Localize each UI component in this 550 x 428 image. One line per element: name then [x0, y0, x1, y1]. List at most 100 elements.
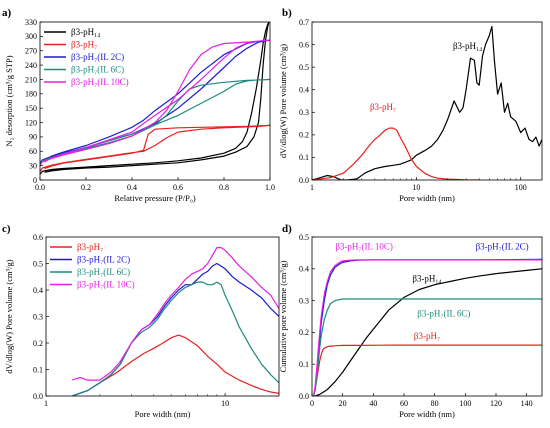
- y-tick-label: 150: [25, 104, 37, 113]
- y-tick-label: 0.2: [299, 131, 309, 140]
- y-tick-label: 0.0: [299, 176, 309, 185]
- series-annotation: β3-pH₁₄: [412, 274, 441, 284]
- y-tick-label: 0.0: [33, 392, 43, 401]
- y-tick-label: 330: [25, 18, 37, 27]
- series-line-pH14: [314, 268, 542, 396]
- y-axis-label: Cumulative pore volume (cm³/g): [278, 260, 288, 372]
- x-axis-label: Pore width (nm): [135, 409, 191, 419]
- x-tick-label: 80: [431, 399, 439, 408]
- series-line-IL6C: [72, 281, 279, 396]
- x-tick-label: 140: [521, 399, 533, 408]
- series-line-pH7: [40, 124, 270, 172]
- y-tick-label: 0.2: [299, 328, 309, 337]
- series-line-IL10C: [40, 39, 270, 166]
- y-tick-label: 210: [25, 75, 37, 84]
- panel-d: 0 20 40 60 80 100 120 140 0.0 0.1 0.2 0.3 0.4 0.5 Pore…: [278, 223, 543, 419]
- series-line-IL6C: [40, 78, 270, 166]
- panel-a: 0.0 0.2 0.4 0.6 0.8 1.0 0 30 60 90 120 150 180 210 240…: [2, 7, 275, 203]
- legend-entry: β3-pH₁₄: [71, 27, 100, 37]
- x-tick-label: 0.6: [173, 183, 183, 192]
- legend-entry: β3-pH₇(IL 2C): [77, 255, 130, 265]
- y-tick-label: 0.5: [299, 63, 309, 72]
- y-tick-label: 0.3: [299, 108, 309, 117]
- x-tick-label: 0: [310, 399, 314, 408]
- y-tick-label: 0.1: [299, 153, 309, 162]
- x-tick-label: 0.8: [219, 183, 229, 192]
- panel-c: 1 10 0.0 0.1 0.2 0.3 0.4 0.5 0.6 Pore width (nm) d…: [2, 223, 280, 419]
- y-axis-label: dV/dlog(W) Pore volume (cm³/g): [278, 44, 288, 158]
- x-tick-label: 60: [400, 399, 408, 408]
- x-tick-label: 40: [369, 399, 377, 408]
- x-axis-label: Relative pressure (P/P₀): [114, 193, 196, 203]
- x-tick-label: 20: [339, 399, 347, 408]
- y-tick-label: 90: [29, 133, 37, 142]
- series-annotation: β3-pH₇: [414, 331, 440, 341]
- y-tick-label: 0.1: [299, 360, 309, 369]
- y-axis-label: dV/dlog(W) Pore volume (cm³/g): [4, 259, 14, 373]
- y-tick-label: 0.4: [33, 286, 43, 295]
- panel-letter: c): [2, 223, 11, 235]
- series-line-pH7: [312, 127, 480, 180]
- y-tick-label: 0.5: [299, 233, 309, 242]
- y-tick-label: 0.2: [33, 339, 43, 348]
- y-tick-label: 0.5: [33, 259, 43, 268]
- y-tick-label: 0.0: [299, 392, 309, 401]
- y-tick-label: 0.4: [299, 86, 309, 95]
- legend-entry: β3-pH₇(IL 6C): [77, 267, 130, 277]
- x-tick-label: 100: [459, 399, 471, 408]
- panel-letter: d): [282, 223, 292, 235]
- series-line-pH14: [40, 22, 270, 175]
- y-tick-label: 0.4: [299, 265, 309, 274]
- legend-entry: β3-pH₇(IL 2C): [71, 52, 124, 62]
- x-tick-label: 0.2: [81, 183, 91, 192]
- legend-entry: β3-pH₇(IL 10C): [77, 280, 135, 290]
- plot-frame: [311, 236, 543, 397]
- panel-letter: b): [282, 7, 292, 19]
- x-tick-label: 1: [44, 399, 48, 408]
- series-annotation: β3-pH₇(IL 2C): [476, 242, 529, 252]
- series-annotation: β3-pH₁₄: [453, 41, 482, 51]
- x-tick-label: 0.0: [35, 183, 45, 192]
- series-annotation: β3-pH₇(IL 10C): [335, 242, 393, 252]
- x-axis-label: Pore width (nm): [399, 193, 455, 203]
- x-tick-label: 100: [515, 183, 527, 192]
- legend-entry: β3-pH₇: [77, 242, 103, 252]
- x-tick-label: 120: [490, 399, 502, 408]
- panel-b: 1 10 100 0.0 0.1 0.2 0.3 0.4 0.5 0.6 0.7 Pore width…: [278, 7, 543, 203]
- y-tick-label: 0.3: [299, 296, 309, 305]
- x-tick-label: 1.0: [265, 183, 275, 192]
- series-line-pH7: [312, 344, 542, 396]
- plot-frame: [39, 21, 271, 181]
- x-tick-label: 10: [221, 399, 229, 408]
- series-annotation: β3-pH₇: [370, 102, 396, 112]
- y-tick-label: 240: [25, 61, 37, 70]
- x-tick-label: 10: [412, 183, 420, 192]
- series-line-IL10C: [72, 247, 279, 381]
- x-tick-label: 0.4: [127, 183, 137, 192]
- x-tick-label: 1: [310, 183, 314, 192]
- y-tick-label: 60: [29, 147, 37, 156]
- series-line-IL6C: [312, 298, 542, 396]
- legend-entry: β3-pH₇(IL 10C): [71, 77, 129, 87]
- series-annotation: β3-pH₇(IL 6C): [417, 309, 470, 319]
- y-tick-label: 30: [29, 161, 37, 170]
- y-tick-label: 0.7: [299, 18, 309, 27]
- y-tick-label: 300: [25, 32, 37, 41]
- legend-entry: β3-pH₇: [71, 40, 97, 50]
- plot-frame: [311, 21, 543, 181]
- y-tick-label: 0.6: [299, 40, 309, 49]
- y-tick-label: 270: [25, 47, 37, 56]
- y-tick-label: 0: [33, 176, 37, 185]
- y-tick-label: 120: [25, 118, 37, 127]
- series-line-pH7: [72, 334, 279, 396]
- x-axis-label: Pore width (nm): [399, 409, 455, 419]
- y-tick-label: 0.3: [33, 312, 43, 321]
- y-axis-label: N₂ desorption (cm³/g STP): [4, 55, 14, 146]
- y-tick-label: 180: [25, 90, 37, 99]
- legend-entry: β3-pH₇(IL 6C): [71, 65, 124, 75]
- series-line-IL10C: [312, 259, 542, 396]
- y-tick-label: 0.1: [33, 365, 43, 374]
- panel-letter: a): [2, 7, 12, 19]
- series-line-pH14: [312, 25, 542, 180]
